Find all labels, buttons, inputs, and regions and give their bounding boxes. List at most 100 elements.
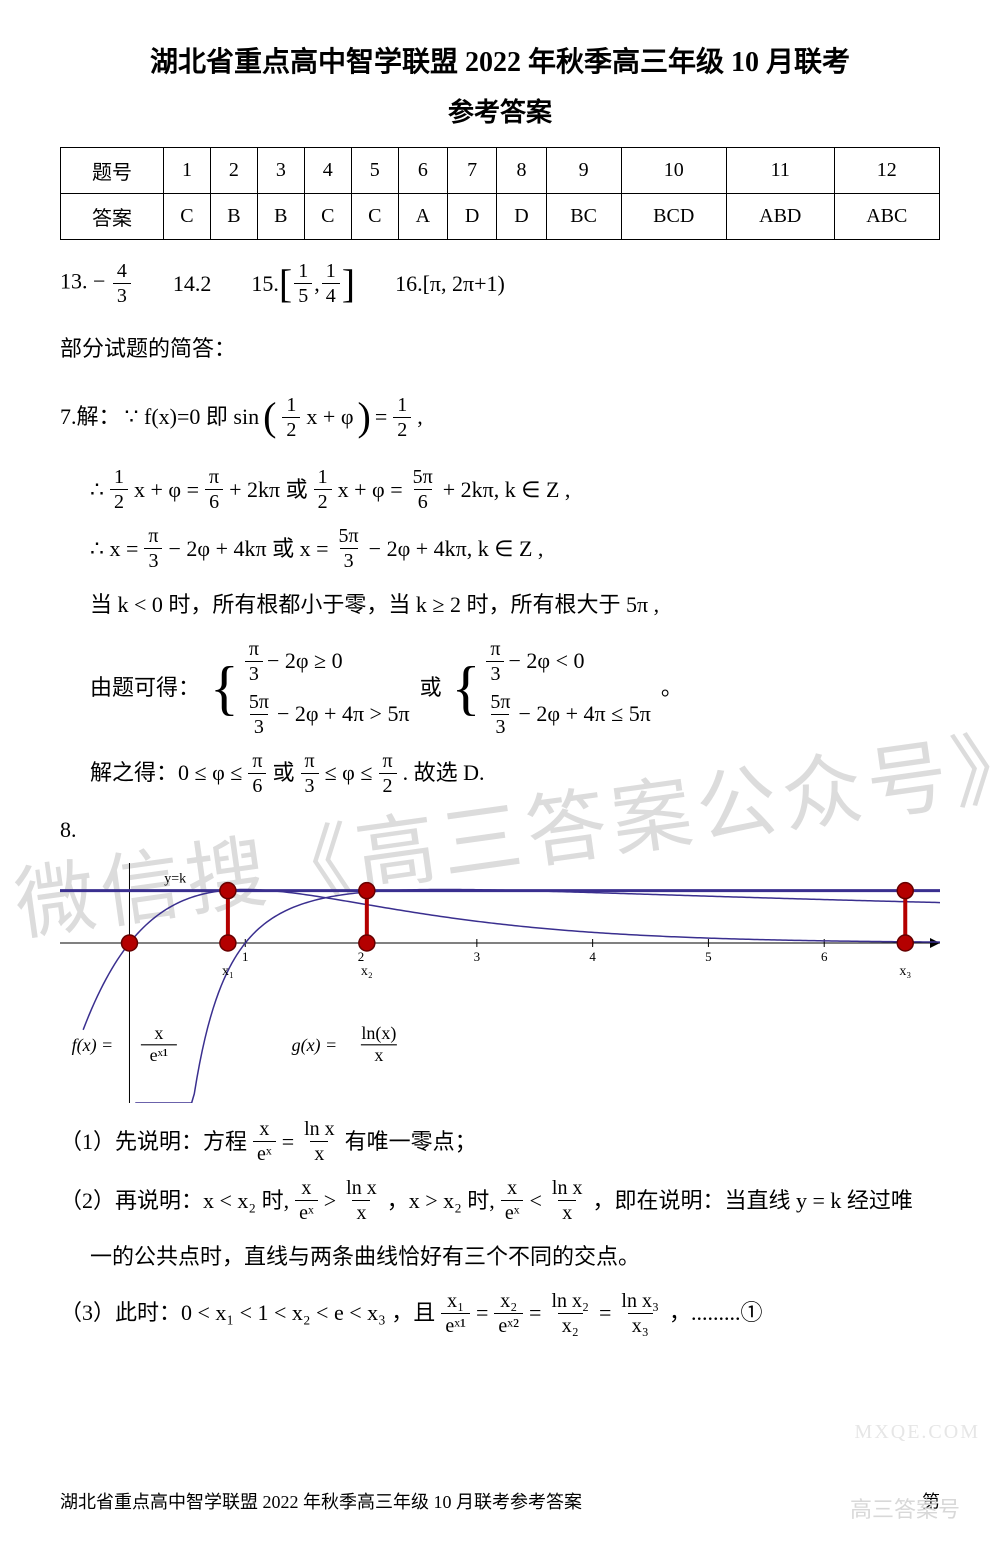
fraction: π3 (300, 751, 318, 796)
text: ，x > x₂ 时, (387, 1181, 495, 1221)
numerator: ln x₂ (547, 1291, 593, 1313)
fraction: ln xx (548, 1178, 587, 1223)
text: = (476, 1293, 488, 1333)
brace-left-icon: { (210, 664, 239, 712)
text: − 2φ < 0 (509, 641, 585, 681)
denominator: eˣ¹ (441, 1313, 470, 1336)
footer-left: 湖北省重点高中智学联盟 2022 年秋季高三年级 10 月联考参考答案 (60, 1488, 582, 1514)
row-label: 题号 (61, 148, 164, 194)
q8-line2: （2）再说明：x < x₂ 时, xeˣ > ln xx ，x > x₂ 时, … (60, 1178, 940, 1223)
text: x + φ = (134, 470, 199, 510)
fraction: π6 (205, 467, 223, 512)
q14: 14.2 (173, 271, 212, 297)
svg-text:x₃: x₃ (899, 964, 911, 979)
bracket-left: [ (279, 260, 292, 307)
text: = (599, 1293, 611, 1333)
svg-text:f(x) =: f(x) = (72, 1035, 114, 1056)
watermark-site: MXQE.COM (855, 1421, 980, 1444)
fraction: 14 (322, 261, 340, 306)
numerator: 1 (322, 261, 340, 283)
denominator: 6 (205, 489, 223, 512)
q-label: 13. (60, 269, 88, 294)
numerator: π (300, 751, 318, 773)
denominator: x (558, 1200, 576, 1223)
denominator: 3 (491, 714, 509, 737)
text: ≤ φ ≤ (325, 753, 373, 793)
denominator: 5 (294, 283, 312, 306)
brace-content: π3− 2φ ≥ 0 5π3− 2φ + 4π > 5π (243, 639, 410, 737)
text: 有唯一零点； (345, 1122, 477, 1162)
numerator: ln x (548, 1178, 587, 1200)
numerator: 1 (282, 395, 300, 417)
denominator: 3 (113, 283, 131, 306)
fraction: xeˣ (253, 1119, 276, 1164)
answer-cell: BCD (621, 194, 726, 240)
svg-text:ln(x): ln(x) (361, 1023, 396, 1044)
fraction: ln x₂x₂ (547, 1291, 593, 1336)
text: > (324, 1181, 336, 1221)
numerator: π (248, 751, 266, 773)
numerator: π (245, 639, 263, 661)
col-num: 1 (163, 148, 210, 194)
fraction: π3 (144, 526, 162, 571)
q7-line3: ∴ x = π3 − 2φ + 4kπ 或 x = 5π3 − 2φ + 4kπ… (60, 526, 940, 571)
page-subtitle: 参考答案 (60, 92, 940, 129)
sign: − (93, 269, 105, 294)
text: ∴ x = (90, 529, 138, 569)
q-label: 7.解： (60, 397, 121, 437)
answer-cell: D (497, 194, 546, 240)
col-num: 6 (398, 148, 447, 194)
col-num: 3 (257, 148, 304, 194)
chart-svg: 123456y=kx₁x₂x₃f(x) = xeˣ¹g(x) = ln(x)x (60, 863, 940, 1103)
denominator: 3 (144, 548, 162, 571)
svg-text:eˣ¹: eˣ¹ (150, 1045, 169, 1065)
text: − 2φ + 4π > 5π (277, 694, 410, 734)
brace-left-icon: { (452, 664, 481, 712)
q8-line3: （3）此时：0 < x₁ < 1 < x₂ < e < x₃ ，且 x₁eˣ¹ … (60, 1291, 940, 1336)
text: 。 (661, 668, 683, 708)
fill-answers-row: 13. − 4 3 14.2 15. [ 15 , 14 ] 16.[π, 2π… (60, 260, 940, 307)
denominator: 2 (110, 489, 128, 512)
fraction: π2 (378, 751, 396, 796)
denominator: 6 (248, 773, 266, 796)
col-num: 4 (304, 148, 351, 194)
col-num: 11 (726, 148, 834, 194)
denominator: eˣ (295, 1200, 318, 1223)
denominator: eˣ² (494, 1313, 523, 1336)
answer-cell: BC (546, 194, 621, 240)
q8-line1: （1）先说明：方程 xeˣ = ln xx 有唯一零点； (60, 1119, 940, 1164)
svg-text:2: 2 (358, 949, 365, 964)
col-num: 2 (210, 148, 257, 194)
text: ，.........① (669, 1293, 763, 1333)
brace-group: { π3− 2φ ≥ 0 5π3− 2φ + 4π > 5π (210, 639, 410, 737)
denominator: 2 (379, 773, 397, 796)
numerator: 5π (335, 526, 363, 548)
numerator: x₁ (443, 1291, 468, 1313)
text: ∴ (90, 470, 104, 510)
text: 或 (420, 668, 442, 708)
numerator: x₂ (496, 1291, 521, 1313)
bracket-right: ] (342, 260, 355, 307)
fraction: xeˣ (501, 1178, 524, 1223)
denominator: x (352, 1200, 370, 1223)
denominator: eˣ (501, 1200, 524, 1223)
fraction: x₂eˣ² (494, 1291, 523, 1336)
paren-right: ) (358, 381, 371, 453)
col-num: 12 (834, 148, 939, 194)
numerator: ln x (300, 1119, 339, 1141)
numerator: 1 (110, 467, 128, 489)
svg-text:y=k: y=k (164, 872, 186, 887)
section-heading: 部分试题的简答： (60, 331, 940, 363)
col-num: 9 (546, 148, 621, 194)
q-label: 16. (395, 271, 423, 296)
q7-line4: 当 k < 0 时，所有根都小于零，当 k ≥ 2 时，所有根大于 5π , (60, 585, 940, 625)
numerator: x (297, 1178, 315, 1200)
row-label: 答案 (61, 194, 164, 240)
col-num: 7 (448, 148, 497, 194)
text: 解之得：0 ≤ φ ≤ (90, 753, 242, 793)
text: 由题可得： (90, 668, 200, 708)
q7-line6: 解之得：0 ≤ φ ≤ π6 或 π3 ≤ φ ≤ π2 . 故选 D. (60, 751, 940, 796)
text: = (529, 1293, 541, 1333)
text: = (282, 1122, 294, 1162)
answer-cell: B (210, 194, 257, 240)
